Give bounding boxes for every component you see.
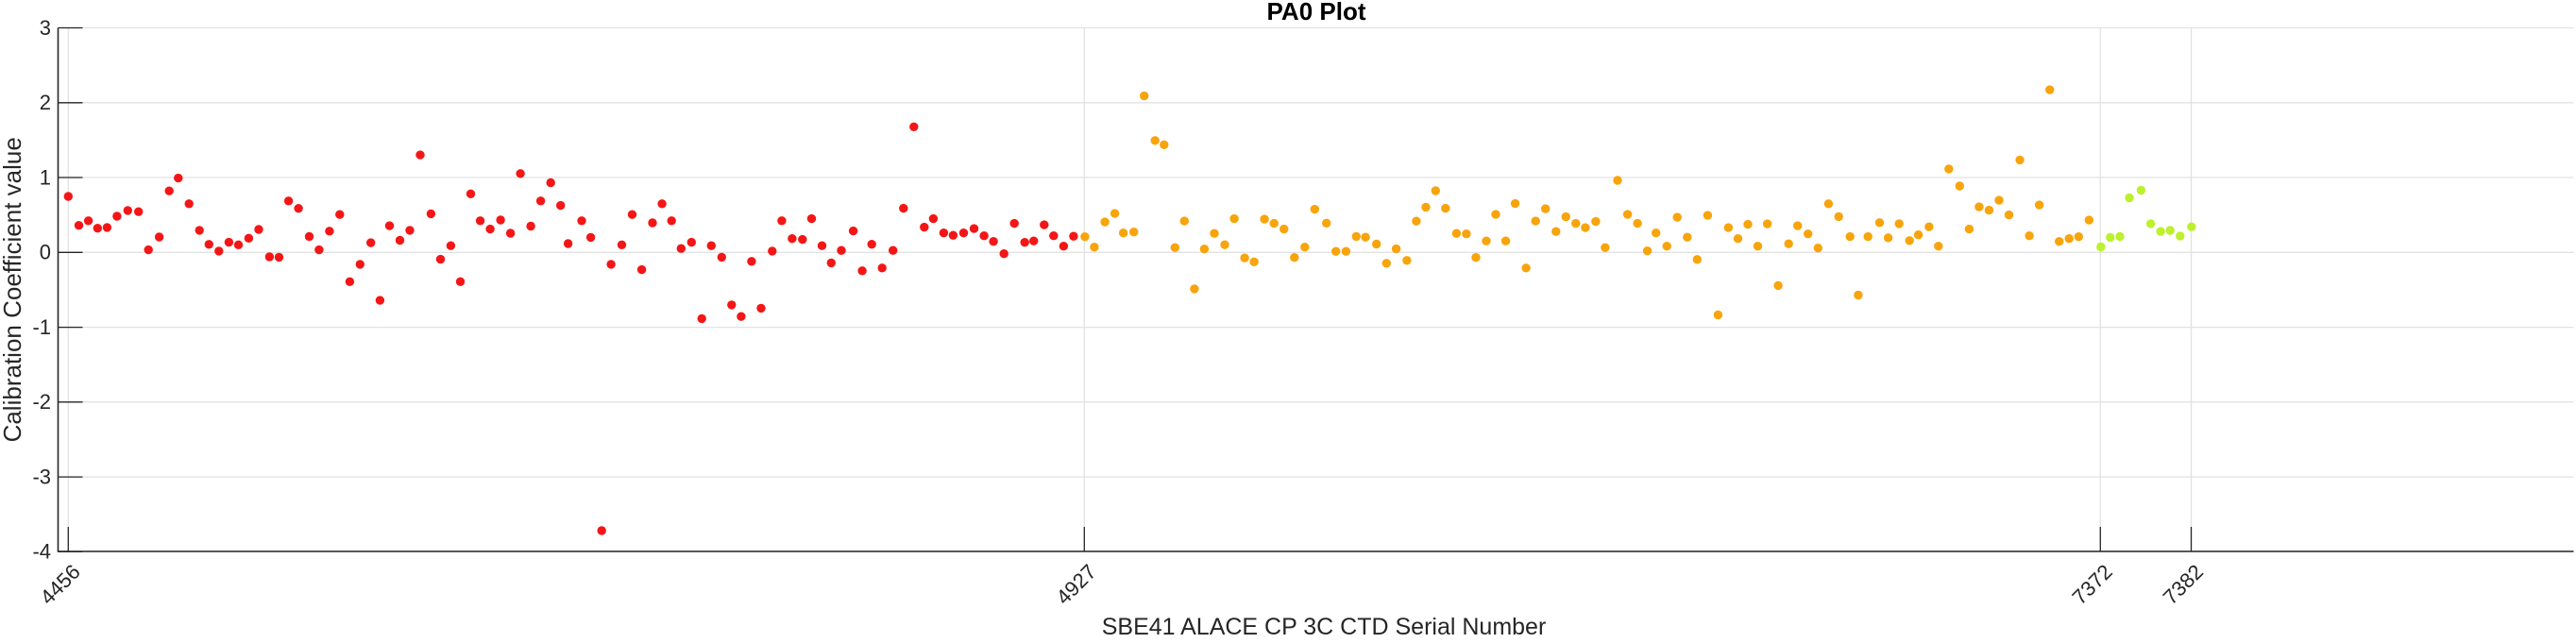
svg-text:2: 2	[40, 91, 51, 114]
svg-text:-1: -1	[32, 315, 51, 339]
svg-text:3: 3	[40, 16, 51, 40]
svg-text:-3: -3	[32, 465, 51, 489]
svg-text:PA0 Plot: PA0 Plot	[1267, 0, 1366, 25]
svg-text:0: 0	[40, 241, 51, 264]
svg-text:Calibration Coefficient value: Calibration Coefficient value	[0, 137, 26, 442]
svg-text:1: 1	[40, 165, 51, 189]
svg-text:-2: -2	[32, 390, 51, 414]
svg-text:-4: -4	[32, 540, 51, 564]
svg-text:SBE41 ALACE CP 3C CTD Serial N: SBE41 ALACE CP 3C CTD Serial Number	[1102, 614, 1547, 638]
